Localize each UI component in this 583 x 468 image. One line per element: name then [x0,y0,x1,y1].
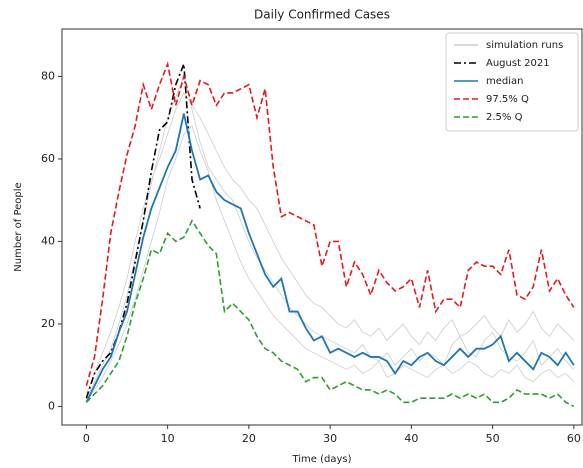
x-axis-label: Time (days) [291,454,351,465]
x-tick-label: 50 [486,432,500,445]
x-tick-label: 20 [242,432,256,445]
y-tick-label: 0 [48,399,55,412]
x-tick-label: 0 [83,432,90,445]
legend-label: August 2021 [486,58,550,69]
simulation-run [86,92,575,395]
plot-area [61,28,583,426]
legend-box [445,32,579,132]
simulation-run [86,75,575,399]
legend-label: simulation runs [486,40,563,51]
series-line [85,113,575,403]
series-line [85,219,575,408]
series-line [85,63,201,399]
simulation-run [86,125,575,403]
y-tick-label: 60 [41,152,55,165]
legend-label: 97.5% Q [486,94,529,105]
series-line [85,61,575,387]
y-tick-label: 80 [41,69,55,82]
x-tick-label: 60 [567,432,581,445]
x-tick-label: 10 [161,432,175,445]
y-axis-label: Number of People [13,182,24,271]
x-tick-label: 30 [323,432,337,445]
legend-label: 2.5% Q [486,112,523,123]
y-tick-label: 40 [41,234,55,247]
chart-title: Daily Confirmed Cases [254,8,390,22]
x-tick-label: 40 [404,432,418,445]
y-tick-label: 20 [41,317,55,330]
legend-label: median [486,76,524,87]
